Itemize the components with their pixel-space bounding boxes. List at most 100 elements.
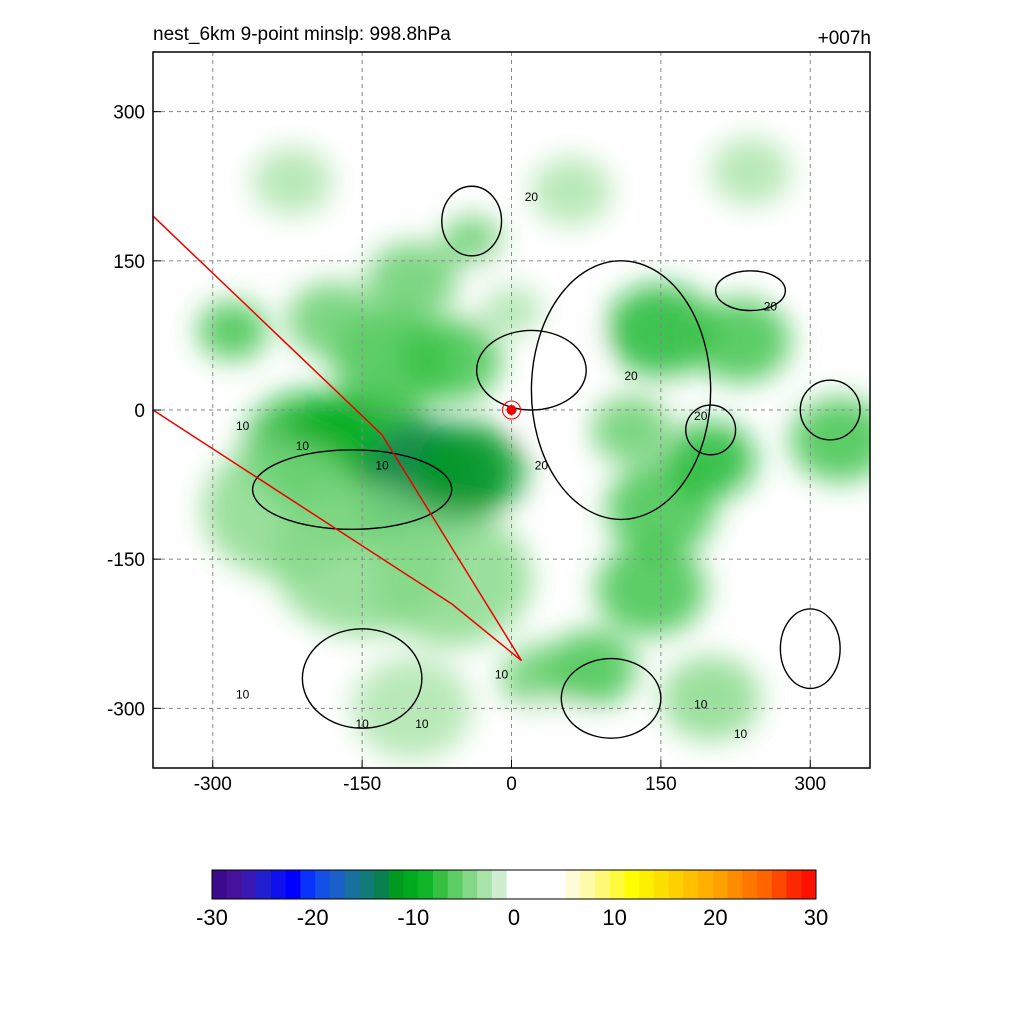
field-blob: [416, 423, 527, 517]
colorbar-box: [698, 870, 714, 899]
colorbar-box: [300, 870, 316, 899]
colorbar-box: [403, 870, 419, 899]
contour-label: 20: [694, 409, 708, 423]
contour-line: [799, 379, 861, 441]
contour-label: 10: [236, 419, 250, 433]
colorbar-box: [491, 870, 508, 899]
shaded-field: [192, 104, 870, 760]
contour-label: 20: [525, 190, 539, 204]
field-blob: [825, 567, 870, 611]
contour-label: 20: [624, 369, 638, 383]
colorbar-frame: [211, 869, 817, 900]
colorbar-box: [270, 870, 287, 899]
field-blob: [476, 258, 507, 284]
colorbar-box: [344, 870, 360, 899]
colorbar-box: [329, 870, 346, 899]
y-tick-label: 300: [113, 103, 145, 124]
colorbar-tick-label: 10: [602, 905, 626, 930]
storm-center-dot: [506, 405, 517, 415]
field-blob: [591, 396, 671, 464]
colorbar-box: [536, 870, 552, 899]
field-blob: [690, 298, 791, 383]
field-blob: [372, 511, 532, 647]
colorbar-tick-label: -10: [397, 905, 429, 930]
colorbar: -30 -20 -10 0 10 20 30: [196, 869, 828, 930]
field-blob: [606, 283, 716, 377]
field-blob: [596, 542, 706, 636]
contour-label: 10: [236, 687, 250, 701]
colorbar-box: [580, 870, 596, 899]
x-axis: -300 -150 0 150 300: [194, 760, 826, 795]
colorbar-box: [285, 870, 301, 899]
plot-area: 10 10 10 10 10 10 10 10 10 20 20 20 20 20: [153, 52, 870, 768]
y-tick-label: 0: [134, 401, 145, 422]
colorbar-box: [742, 870, 758, 899]
colorbar-box: [550, 870, 567, 899]
contour-line: [714, 270, 787, 312]
colorbar-box: [506, 870, 522, 899]
colorbar-box: [359, 870, 375, 899]
track-line: [153, 215, 523, 661]
field-blob: [252, 147, 333, 216]
contour-label: 10: [495, 668, 509, 682]
contour-label: 10: [415, 717, 429, 731]
colorbar-tick-label: -20: [297, 905, 329, 930]
contour-line: [530, 260, 712, 521]
colorbar-box: [771, 870, 788, 899]
colorbar-box: [639, 870, 655, 899]
contour-line: [475, 329, 587, 411]
colorbar-box: [226, 870, 242, 899]
colorbar-tick-label: 0: [508, 905, 520, 930]
colorbar-tick-label: 30: [804, 905, 828, 930]
contour-label: 10: [355, 717, 369, 731]
storm-track: [153, 215, 523, 662]
contour-line: [441, 185, 503, 257]
colorbar-box: [374, 870, 390, 899]
colorbar-tick-label: -30: [196, 905, 228, 930]
colorbar-box: [447, 870, 463, 899]
field-blob: [516, 698, 587, 758]
colorbar-box: [565, 870, 581, 899]
field-blob: [660, 656, 761, 741]
contour-line: [301, 628, 423, 729]
track-line: [153, 409, 522, 662]
contour-label: 10: [694, 697, 708, 711]
colorbar-box: [521, 870, 537, 899]
contour-label: 10: [375, 459, 389, 473]
field-blob: [367, 242, 457, 319]
field-blob: [710, 137, 791, 206]
colorbar-box: [462, 870, 478, 899]
contour-line: [560, 657, 662, 739]
colorbar-box: [801, 870, 817, 899]
field-blob: [531, 157, 612, 226]
field-blob: [665, 421, 756, 498]
colorbar-box: [712, 870, 729, 899]
x-tick-label: 300: [794, 774, 826, 795]
colorbar-box: [315, 870, 331, 899]
y-tick-label: 150: [113, 252, 145, 273]
colorbar-box: [256, 870, 272, 899]
contour-line: [685, 404, 737, 456]
contour-label: 20: [535, 459, 549, 473]
colorbar-box: [241, 870, 257, 899]
y-axis: 300 150 0 -150 -300: [107, 103, 161, 720]
field-blob: [790, 397, 870, 483]
colorbar-box: [757, 870, 773, 899]
colorbar-box: [653, 870, 670, 899]
storm-center-ring: [502, 400, 521, 420]
contour-label: 20: [764, 300, 778, 314]
colorbar-box: [595, 870, 611, 899]
x-tick-label: -150: [343, 774, 381, 795]
field-blob: [197, 300, 268, 361]
y-tick-label: -150: [107, 550, 145, 571]
x-tick-label: 150: [645, 774, 677, 795]
storm-center-marker: [502, 400, 521, 420]
contour-label: 10: [734, 727, 748, 741]
colorbar-box: [418, 870, 434, 899]
field-blob: [441, 215, 502, 267]
colorbar-box: [477, 870, 493, 899]
colorbar-box: [683, 870, 699, 899]
x-tick-label: 0: [506, 774, 517, 795]
y-tick-label: -300: [107, 699, 145, 720]
